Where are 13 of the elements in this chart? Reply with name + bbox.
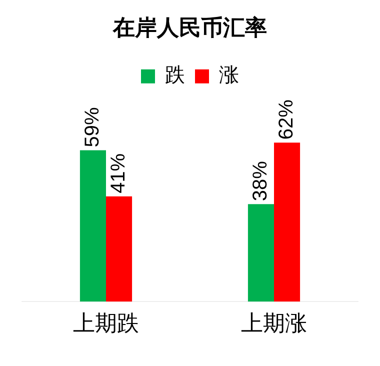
chart-title: 在岸人民币汇率 (112, 14, 267, 41)
data-label: 41% (108, 153, 130, 194)
x-tick-label: 上期涨 (241, 312, 307, 337)
bar (106, 196, 132, 302)
data-label: 59% (81, 107, 104, 148)
legend-label: 涨 (219, 62, 239, 87)
bar (274, 142, 300, 302)
data-label: 62% (276, 99, 298, 140)
x-tick-label: 上期跌 (73, 312, 139, 337)
data-label: 38% (249, 160, 272, 202)
legend-label: 跌 (165, 62, 185, 87)
bar (80, 150, 106, 302)
bar (248, 204, 274, 302)
